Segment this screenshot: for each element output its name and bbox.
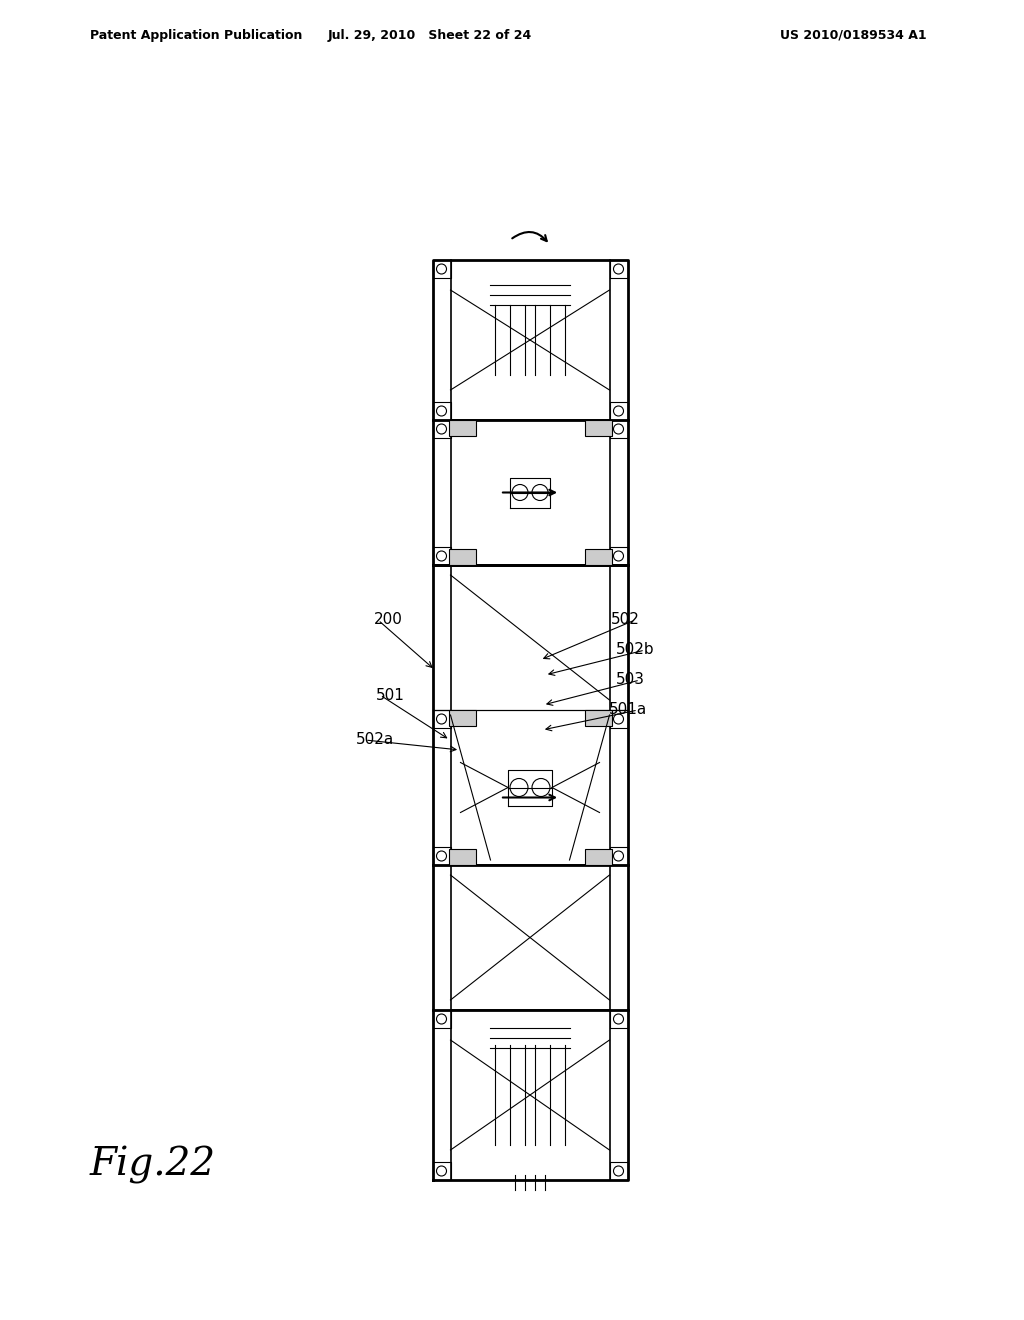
Text: Jul. 29, 2010   Sheet 22 of 24: Jul. 29, 2010 Sheet 22 of 24 [328,29,532,41]
Text: Patent Application Publication: Patent Application Publication [90,29,302,41]
Polygon shape [585,420,611,436]
Polygon shape [449,849,475,865]
Polygon shape [449,710,475,726]
Polygon shape [585,549,611,565]
Text: 502a: 502a [356,733,394,747]
Text: Fig.22: Fig.22 [90,1146,216,1184]
Text: 501: 501 [376,688,404,702]
Text: 502: 502 [610,612,639,627]
Polygon shape [585,710,611,726]
Text: 502b: 502b [615,643,654,657]
Text: 503: 503 [615,672,644,688]
Text: 501a: 501a [609,702,647,718]
Text: US 2010/0189534 A1: US 2010/0189534 A1 [780,29,927,41]
Polygon shape [585,849,611,865]
Text: 200: 200 [374,612,402,627]
Polygon shape [449,549,475,565]
Polygon shape [449,420,475,436]
